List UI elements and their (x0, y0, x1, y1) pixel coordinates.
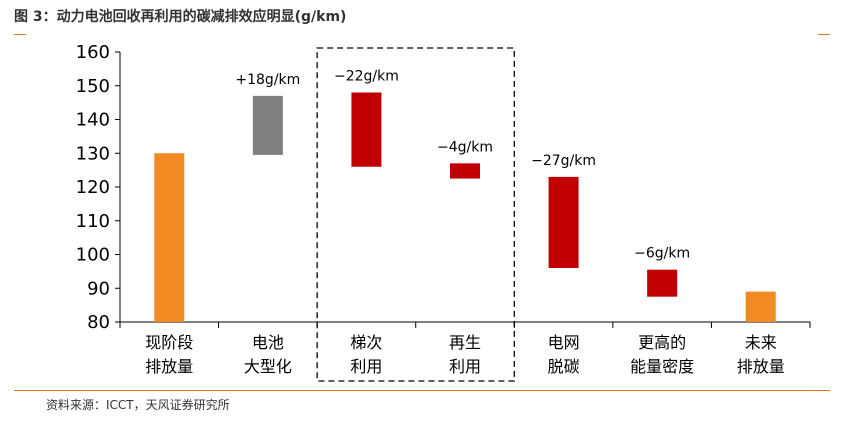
y-tick-label: 100 (76, 245, 110, 266)
x-category-label: 电池 (252, 333, 284, 352)
x-category-label: 排放量 (737, 357, 785, 376)
bar-value-label: +18g/km (235, 72, 300, 88)
bar-increase (252, 95, 283, 155)
x-category-label: 梯次 (350, 333, 382, 352)
highlight-box (316, 47, 515, 382)
bar-value-label: −6g/km (634, 246, 690, 262)
bar-total (745, 291, 776, 322)
x-category-label: 更高的 (638, 333, 686, 352)
y-tick-label: 110 (76, 211, 110, 232)
bar-value-label: −4g/km (437, 139, 493, 155)
bar-decrease (647, 269, 678, 297)
x-category-label: 未来 (745, 333, 777, 352)
y-tick-label: 150 (76, 76, 110, 97)
x-category-label: 能量密度 (630, 357, 694, 376)
x-category-label: 利用 (449, 357, 481, 376)
x-category-label: 脱碳 (548, 357, 580, 376)
footer-rule (14, 390, 830, 391)
y-tick-label: 120 (76, 177, 110, 198)
y-tick-label: 130 (76, 143, 110, 164)
x-category-label: 电网 (548, 333, 580, 352)
y-tick-label: 140 (76, 110, 110, 131)
title-rule-left (14, 34, 26, 35)
x-category-label: 排放量 (145, 357, 193, 376)
title-rule-right (818, 34, 830, 35)
chart-title: 图 3：动力电池回收再利用的碳减排效应明显(g/km) (14, 9, 347, 25)
bar-decrease (548, 176, 579, 268)
bar-decrease (351, 92, 382, 167)
y-tick-label: 160 (76, 42, 110, 63)
bar-total (154, 153, 185, 322)
x-category-label: 利用 (350, 357, 382, 376)
y-tick-label: 90 (87, 278, 110, 299)
bar-value-label: −27g/km (531, 153, 596, 169)
x-category-label: 大型化 (244, 357, 292, 376)
x-category-label: 再生 (449, 333, 481, 352)
bar-decrease (450, 163, 480, 179)
bar-value-label: −22g/km (334, 69, 399, 85)
y-tick-label: 80 (87, 312, 110, 333)
source-note: 资料来源：ICCT，天风证券研究所 (46, 398, 230, 412)
x-category-label: 现阶段 (145, 333, 193, 352)
